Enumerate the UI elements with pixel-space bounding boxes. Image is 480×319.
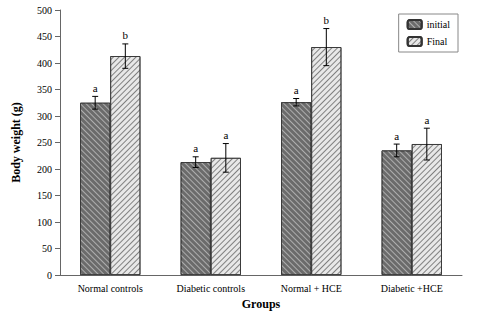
svg-text:Diabetic +HCE: Diabetic +HCE: [381, 283, 443, 294]
svg-text:500: 500: [37, 5, 52, 16]
svg-text:Normal controls: Normal controls: [78, 283, 143, 294]
svg-text:a: a: [294, 84, 299, 96]
svg-text:Diabetic controls: Diabetic controls: [176, 283, 245, 294]
svg-text:b: b: [123, 29, 129, 41]
svg-text:a: a: [424, 114, 429, 126]
svg-text:Groups: Groups: [242, 297, 281, 311]
svg-text:200: 200: [37, 164, 52, 175]
svg-text:a: a: [93, 82, 98, 94]
svg-text:100: 100: [37, 217, 52, 228]
svg-text:300: 300: [37, 111, 52, 122]
svg-text:initial: initial: [427, 19, 451, 30]
svg-text:a: a: [394, 130, 399, 142]
svg-text:Body weight (g): Body weight (g): [9, 102, 23, 183]
svg-text:a: a: [193, 142, 198, 154]
svg-text:0: 0: [47, 270, 52, 281]
svg-text:400: 400: [37, 58, 52, 69]
svg-text:Final: Final: [427, 36, 448, 47]
svg-text:250: 250: [37, 137, 52, 148]
svg-text:350: 350: [37, 84, 52, 95]
svg-text:150: 150: [37, 190, 52, 201]
svg-text:a: a: [223, 129, 228, 141]
svg-text:50: 50: [42, 243, 52, 254]
svg-text:450: 450: [37, 31, 52, 42]
svg-text:Normal + HCE: Normal + HCE: [281, 283, 342, 294]
svg-text:b: b: [324, 14, 330, 26]
